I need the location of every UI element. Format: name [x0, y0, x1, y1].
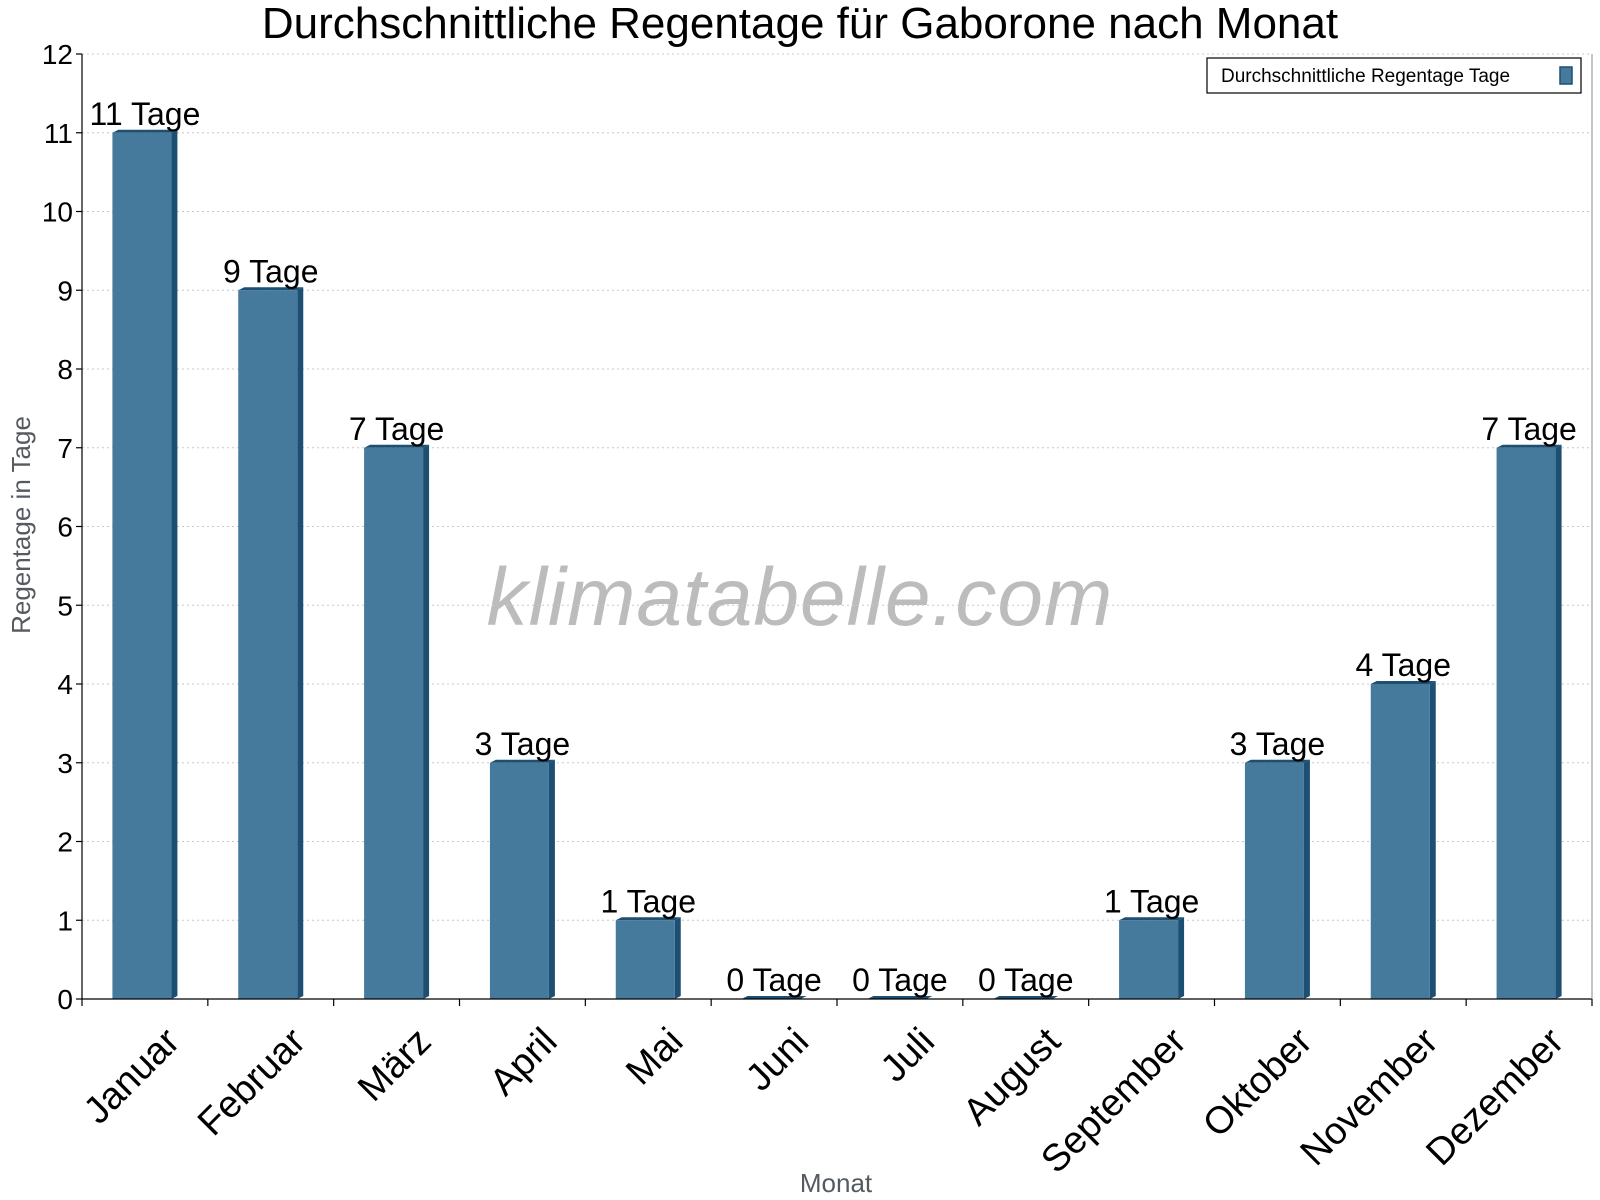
- bar-8: [993, 996, 1059, 999]
- bar-3: [364, 444, 430, 999]
- x-category-label: Februar: [190, 1020, 314, 1144]
- y-tick-label: 12: [42, 39, 73, 70]
- bar-2: [238, 287, 304, 999]
- watermark-text: klimatabelle.com: [487, 552, 1114, 643]
- bar-top: [993, 996, 1059, 999]
- bar-10: [1244, 759, 1310, 999]
- bar-side: [1555, 444, 1562, 999]
- bar-9: [1119, 917, 1185, 999]
- data-label: 1 Tage: [1104, 883, 1200, 919]
- y-tick-label: 9: [57, 275, 73, 306]
- x-category-label: Mai: [618, 1020, 691, 1093]
- y-tick-label: 5: [57, 590, 73, 621]
- data-label: 3 Tage: [1230, 726, 1326, 762]
- x-category-label: Dezember: [1418, 1020, 1572, 1174]
- x-category-label: Juli: [873, 1020, 943, 1090]
- y-tick-label: 2: [57, 827, 73, 858]
- x-category-label: Juni: [738, 1020, 817, 1099]
- data-label: 7 Tage: [1481, 411, 1577, 447]
- data-label: 0 Tage: [726, 962, 822, 998]
- bar-1: [112, 129, 178, 999]
- bar-top: [1370, 681, 1436, 684]
- bar-side: [1429, 681, 1436, 999]
- legend-label: Durchschnittliche Regentage Tage: [1221, 66, 1510, 87]
- bar-top: [741, 996, 807, 999]
- data-label: 3 Tage: [475, 726, 571, 762]
- gridlines: [82, 53, 1592, 921]
- bar-side: [548, 759, 555, 999]
- x-category-label: Januar: [76, 1020, 188, 1132]
- bar-side: [171, 129, 178, 999]
- data-label: 1 Tage: [601, 883, 697, 919]
- bar-side: [1178, 917, 1185, 999]
- legend: Durchschnittliche Regentage Tage: [1206, 57, 1582, 94]
- bar-5: [615, 917, 681, 999]
- data-label: 0 Tage: [852, 962, 948, 998]
- bar-front: [1370, 684, 1430, 999]
- bar-top: [112, 129, 178, 133]
- y-tick-label: 3: [57, 748, 73, 779]
- x-axis-title: Monat: [800, 1168, 873, 1198]
- bar-top: [364, 444, 430, 448]
- data-labels: 11 Tage 9 Tage 7 Tage 3 Tage 1 Tage 0 Tage 0 T…: [89, 96, 1576, 998]
- data-label: 0 Tage: [978, 962, 1074, 998]
- bar-top: [489, 759, 555, 763]
- chart-title: Durchschnittliche Regentage für Gaborone…: [262, 0, 1338, 48]
- bar-side: [297, 287, 304, 999]
- bar-side: [674, 917, 681, 999]
- bars: [112, 129, 1562, 999]
- y-tick-label: 7: [57, 433, 73, 464]
- y-tick-label: 1: [57, 905, 73, 936]
- bar-front: [238, 290, 298, 999]
- y-tick-label: 0: [57, 984, 73, 1015]
- data-label: 4 Tage: [1356, 647, 1452, 683]
- y-axis-title: Regentage in Tage: [6, 416, 36, 634]
- bar-front: [1496, 447, 1556, 999]
- bar-side: [1303, 759, 1310, 999]
- data-label: 11 Tage: [89, 96, 200, 132]
- bar-6: [741, 996, 807, 999]
- y-tick-label: 11: [44, 118, 73, 149]
- bar-12: [1496, 444, 1562, 999]
- x-category-label: April: [482, 1020, 565, 1103]
- y-tick-label: 6: [57, 512, 73, 543]
- y-tick-label: 8: [57, 354, 73, 385]
- bar-top: [1496, 444, 1562, 448]
- bar-top: [1119, 917, 1185, 921]
- data-label: 7 Tage: [349, 411, 445, 447]
- legend-swatch: [1559, 66, 1573, 85]
- bar-top: [867, 996, 933, 999]
- x-category-label: August: [955, 1020, 1069, 1134]
- bar-front: [364, 447, 424, 999]
- data-label: 9 Tage: [223, 253, 319, 289]
- x-category-label: März: [350, 1020, 439, 1109]
- bar-side: [423, 444, 430, 999]
- bar-top: [238, 287, 304, 291]
- bar-11: [1370, 681, 1436, 999]
- bar-front: [1244, 762, 1304, 999]
- y-tick-label: 10: [42, 197, 73, 228]
- bar-top: [1244, 759, 1310, 763]
- bar-7: [867, 996, 933, 999]
- x-category-label: Oktober: [1195, 1020, 1321, 1146]
- bar-top: [615, 917, 681, 921]
- x-category-label: November: [1293, 1020, 1447, 1174]
- y-tick-label: 4: [57, 669, 73, 700]
- bar-front: [615, 920, 675, 999]
- bar-front: [112, 132, 172, 999]
- bar-front: [489, 762, 549, 999]
- legend-box: [1206, 57, 1582, 94]
- bar-front: [1119, 920, 1179, 999]
- bar-4: [489, 759, 555, 999]
